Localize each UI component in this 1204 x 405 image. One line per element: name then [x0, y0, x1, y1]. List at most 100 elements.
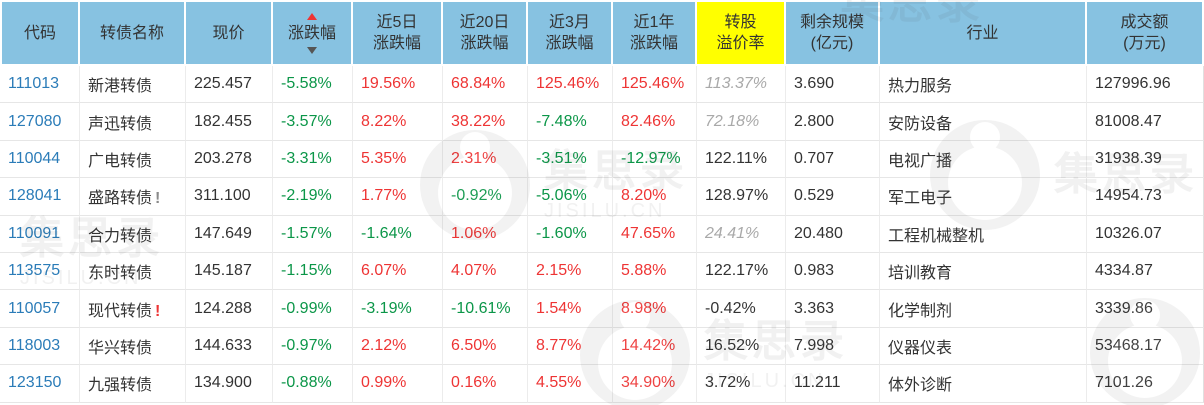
bond-name-link[interactable]: 合力转债 [88, 227, 153, 245]
table-row: 128041 盛路转债! 311.100 -2.19% 1.77% -0.92% -5.06… [0, 178, 1204, 216]
column-label: 涨跌幅 [287, 24, 336, 42]
column-label: 现价 [212, 24, 245, 42]
chg-value: -0.99% [281, 299, 332, 317]
bond-code-link[interactable]: 110091 [8, 224, 61, 242]
chg20d-value: 4.07% [451, 262, 497, 280]
column-header-turnover[interactable]: 成交额 (万元) [1087, 0, 1204, 66]
chg20d-value: 68.84% [451, 75, 506, 93]
chg20d-value: 0.16% [451, 374, 497, 392]
column-header-industry[interactable]: 行业 [880, 0, 1087, 66]
column-label: 近3月 [549, 14, 590, 31]
table-row: 110044 广电转债 203.278 -3.31% 5.35% 2.31% -3.51% -… [0, 140, 1204, 179]
column-header-name[interactable]: 转债名称 [80, 0, 186, 66]
table-row: 123150 九强转债 134.900 -0.88% 0.99% 0.16% 4.55% 34… [0, 365, 1204, 403]
column-header-chg[interactable]: 涨跌幅 [273, 0, 353, 66]
bond-name-link[interactable]: 广电转债 [88, 152, 153, 170]
bond-code-link[interactable]: 123150 [8, 374, 62, 392]
chg20d-value: 38.22% [451, 112, 506, 130]
column-header-scale[interactable]: 剩余规模 (亿元) [786, 0, 880, 66]
column-header-chg3m[interactable]: 近3月涨跌幅 [528, 0, 613, 66]
bond-code-link[interactable]: 113575 [8, 262, 61, 280]
bond-price: 147.649 [194, 224, 252, 242]
column-label: (万元) [1123, 35, 1166, 52]
bond-price: 225.457 [194, 75, 252, 93]
column-header-code[interactable]: 代码 [0, 0, 80, 66]
chg-value: -0.97% [281, 336, 332, 354]
bond-name-link[interactable]: 东时转债 [88, 265, 153, 283]
chg-value: -5.58% [281, 75, 332, 93]
table-row: 111013 新港转债 225.457 -5.58% 19.56% 68.84% 125.4… [0, 66, 1204, 104]
turnover-value: 7101.26 [1095, 374, 1153, 392]
column-header-chg5d[interactable]: 近5日涨跌幅 [353, 0, 443, 66]
chg20d-value: 1.06% [451, 224, 497, 242]
column-header-chg1y[interactable]: 近1年 涨跌幅 [613, 0, 697, 66]
column-header-premium[interactable]: 转股 溢价率 [697, 0, 786, 66]
chg-value: -3.57% [281, 112, 332, 130]
sort-asc-icon[interactable] [307, 12, 317, 20]
chg5d-value: 2.12% [361, 336, 407, 354]
warning-icon[interactable]: ! [155, 190, 161, 208]
warning-icon[interactable]: ! [155, 302, 161, 320]
table-row: 110057 现代转债! 124.288 -0.99% -3.19% -10.61% 1.5… [0, 290, 1204, 328]
chg-value: -2.19% [281, 187, 332, 205]
bond-price: 311.100 [194, 187, 251, 205]
premium-value: 72.18% [705, 112, 760, 130]
bond-price: 182.455 [194, 112, 252, 130]
premium-value: 122.17% [705, 262, 769, 280]
chg-value: -1.15% [281, 262, 332, 280]
industry-label: 化学制剂 [888, 302, 953, 320]
bond-name-link[interactable]: 现代转债 [88, 302, 153, 320]
bond-code-link[interactable]: 128041 [8, 187, 62, 205]
premium-value: 122.11% [705, 149, 767, 167]
turnover-value: 127996.96 [1095, 75, 1171, 93]
chg3m-value: 2.15% [536, 262, 582, 280]
chg5d-value: 1.77% [361, 187, 407, 205]
bond-name-link[interactable]: 声迅转债 [88, 115, 153, 133]
remaining-scale: 0.707 [794, 149, 835, 167]
column-label: 涨跌幅 [545, 35, 594, 52]
remaining-scale: 0.983 [794, 262, 835, 280]
chg1y-value: 8.20% [621, 187, 667, 205]
bond-code-link[interactable]: 110044 [8, 149, 61, 167]
bond-code-link[interactable]: 111013 [8, 75, 60, 93]
table-row: 113575 东时转债 145.187 -1.15% 6.07% 4.07% 2.15% 5.… [0, 252, 1204, 291]
chg1y-value: 8.98% [621, 299, 667, 317]
bond-code-link[interactable]: 127080 [8, 112, 62, 130]
chg5d-value: 8.22% [361, 112, 407, 130]
sort-desc-icon[interactable] [307, 46, 317, 54]
turnover-value: 10326.07 [1095, 224, 1162, 242]
column-label: 近5日 [376, 14, 418, 31]
column-label: 剩余规模 [799, 14, 864, 31]
premium-value: 113.37% [705, 75, 767, 93]
chg20d-value: -10.61% [451, 299, 511, 317]
column-header-price[interactable]: 现价 [186, 0, 273, 66]
chg1y-value: 34.90% [621, 374, 676, 392]
turnover-value: 31938.39 [1095, 149, 1162, 167]
chg1y-value: 47.65% [621, 224, 676, 242]
premium-value: 16.52% [705, 336, 760, 354]
chg5d-value: 19.56% [361, 75, 416, 93]
remaining-scale: 3.363 [794, 299, 835, 317]
premium-value: -0.42% [705, 299, 756, 317]
column-label: 行业 [966, 24, 999, 42]
chg1y-value: 82.46% [621, 112, 676, 130]
column-label: (亿元) [810, 35, 854, 52]
bond-code-link[interactable]: 118003 [8, 336, 61, 354]
bond-name-link[interactable]: 盛路转债 [88, 190, 153, 208]
table-row: 110091 合力转债 147.649 -1.57% -1.64% 1.06% -1.60%… [0, 215, 1204, 253]
bond-name-link[interactable]: 新港转债 [88, 78, 153, 96]
column-label: 涨跌幅 [372, 35, 421, 52]
premium-value: 24.41% [705, 224, 760, 242]
column-label: 溢价率 [716, 35, 765, 52]
chg1y-value: -12.97% [621, 149, 681, 167]
bond-name-link[interactable]: 华兴转债 [88, 339, 153, 357]
bond-name-link[interactable]: 九强转债 [88, 377, 153, 395]
column-header-chg20d[interactable]: 近20日 涨跌幅 [443, 0, 528, 66]
chg5d-value: 0.99% [361, 374, 407, 392]
table-row: 118003 华兴转债 144.633 -0.97% 2.12% 6.50% 8.77% 14… [0, 327, 1204, 366]
column-label: 近20日 [459, 14, 510, 31]
bond-code-link[interactable]: 110057 [8, 299, 61, 317]
chg3m-value: 1.54% [536, 299, 582, 317]
chg5d-value: 5.35% [361, 149, 407, 167]
industry-label: 热力服务 [888, 78, 953, 96]
